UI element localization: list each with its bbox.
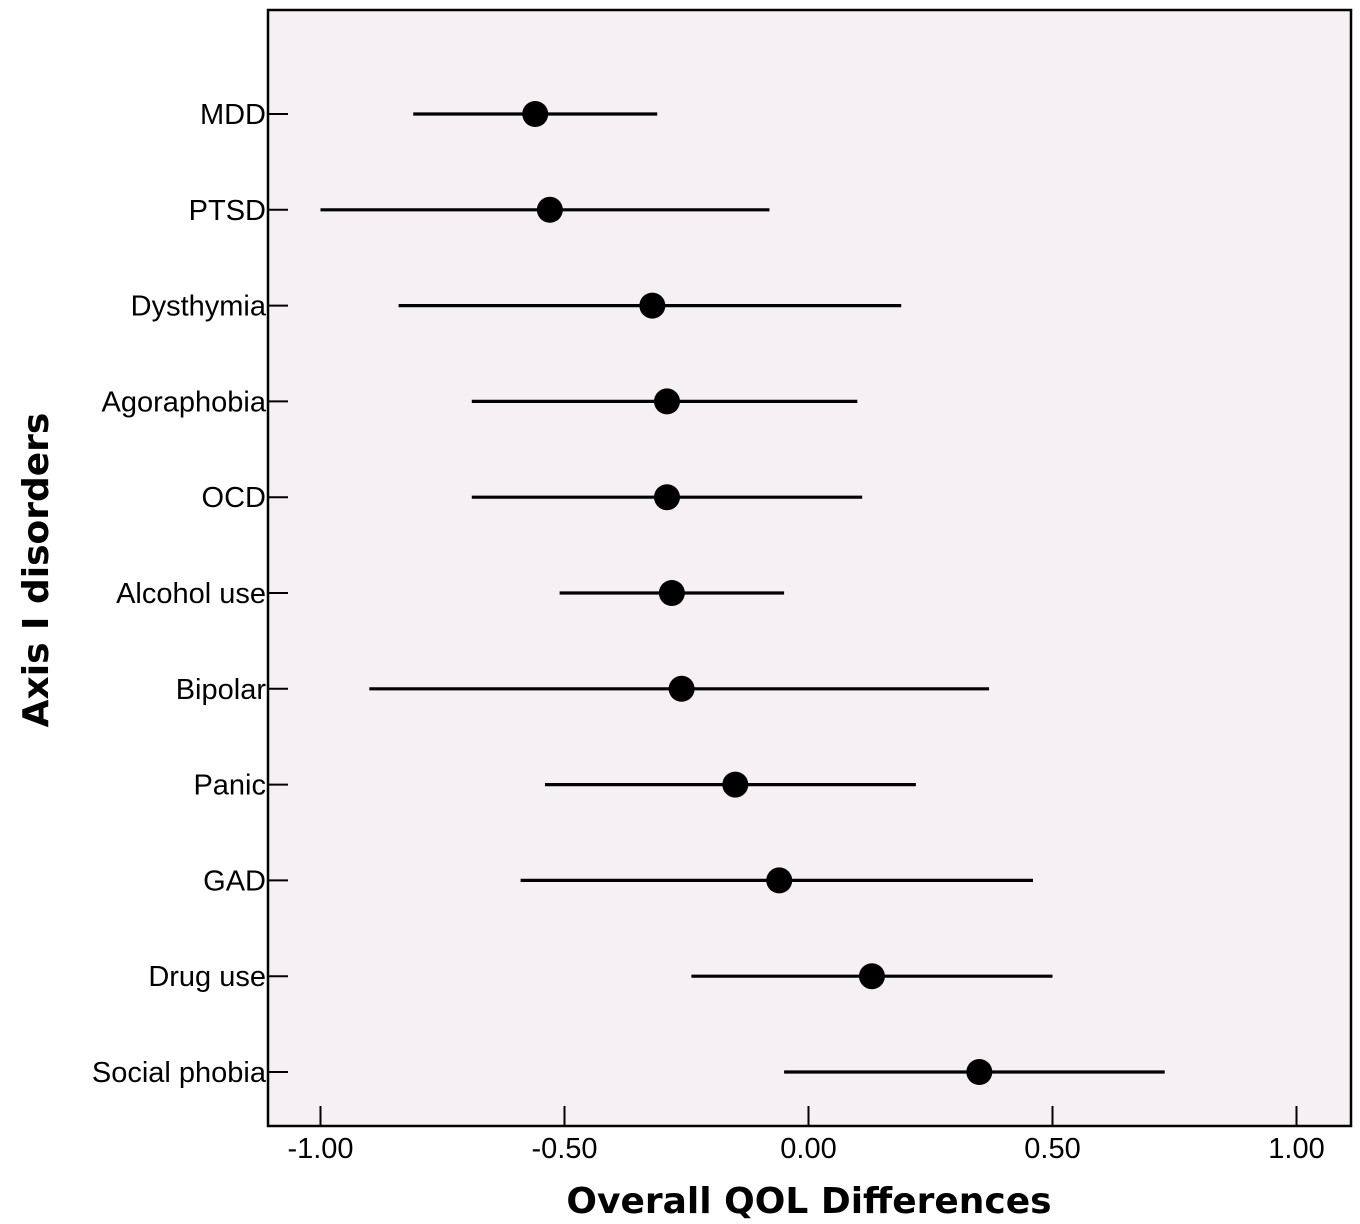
category-label: Dysthymia (131, 291, 267, 323)
category-label: GAD (203, 865, 266, 897)
x-tick-label: 1.00 (1268, 1133, 1324, 1165)
category-label: OCD (202, 482, 266, 514)
estimate-point (722, 772, 748, 798)
estimate-point (639, 293, 665, 319)
category-label: Panic (193, 770, 266, 802)
category-label: Agoraphobia (102, 386, 267, 418)
estimate-point (966, 1059, 992, 1085)
category-label: Alcohol use (116, 578, 266, 610)
estimate-point (766, 867, 792, 893)
x-tick-label: 0.00 (780, 1133, 836, 1165)
category-label: Bipolar (176, 674, 267, 706)
estimate-point (669, 676, 695, 702)
y-axis-title: Axis Ⅰ disorders (16, 413, 57, 728)
x-axis-title: Overall QOL Differences (566, 1181, 1051, 1222)
x-tick-label: -0.50 (531, 1133, 597, 1165)
estimate-point (859, 963, 885, 989)
category-label: MDD (200, 99, 266, 131)
x-tick-label: -1.00 (287, 1133, 353, 1165)
category-label: Social phobia (92, 1057, 267, 1089)
estimate-point (659, 580, 685, 606)
category-label: Drug use (148, 961, 266, 993)
estimate-point (654, 484, 680, 510)
plot-area (268, 10, 1351, 1126)
estimate-point (537, 197, 563, 223)
estimate-point (654, 388, 680, 414)
category-label: PTSD (189, 195, 266, 227)
x-tick-label: 0.50 (1024, 1133, 1080, 1165)
estimate-point (522, 101, 548, 127)
